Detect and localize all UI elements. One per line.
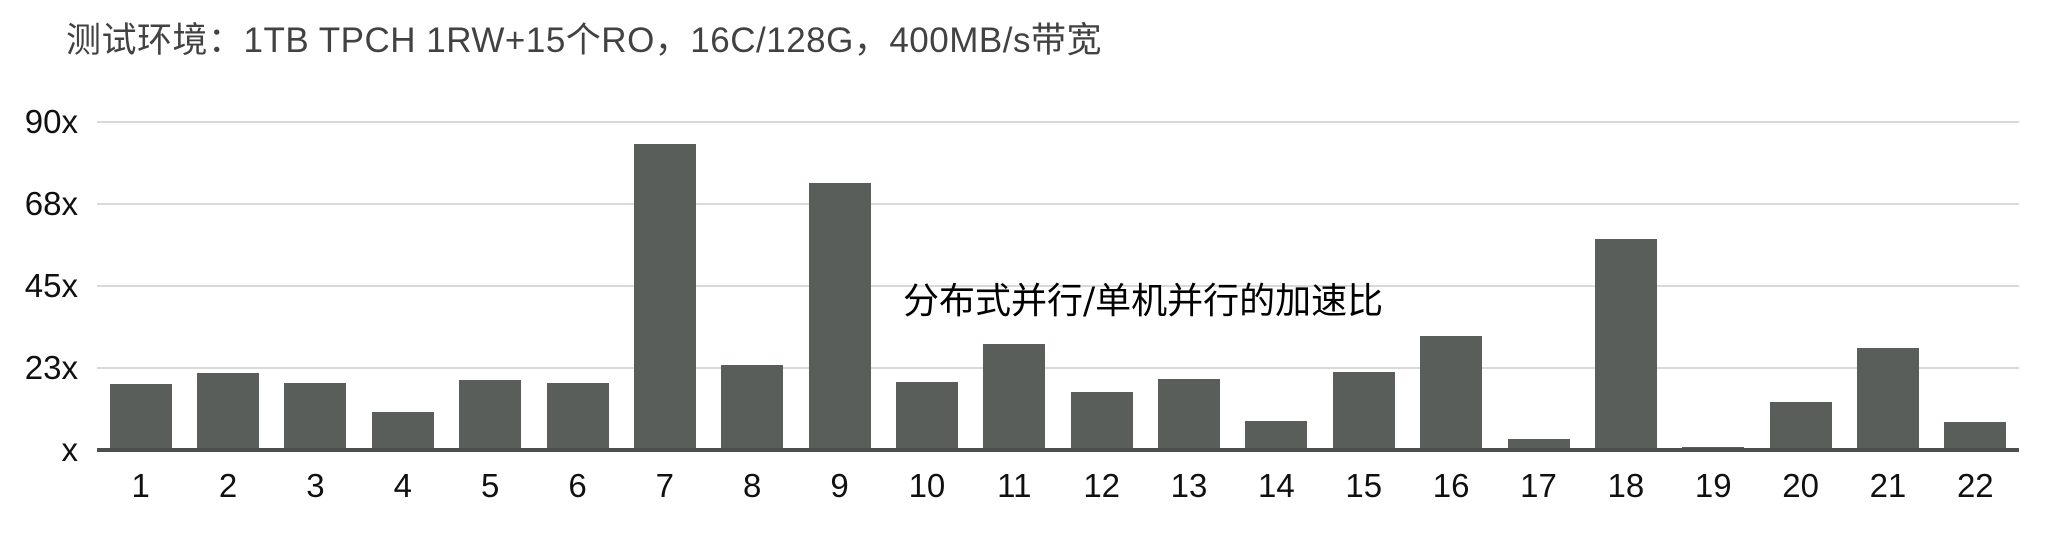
x-tick-label-18: 18 (1607, 467, 1645, 504)
y-tick-label: 23x (24, 349, 78, 386)
bar-q6 (546, 382, 609, 450)
x-tick-label-2: 2 (218, 467, 238, 504)
bar-q11 (983, 344, 1046, 450)
x-tick-label-5: 5 (480, 467, 500, 504)
x-tick-label-19: 19 (1694, 467, 1732, 504)
x-tick-label-10: 10 (908, 467, 946, 504)
bar-q1 (109, 384, 172, 450)
x-tick-label-7: 7 (655, 467, 675, 504)
x-tick-label-11: 11 (997, 467, 1032, 504)
x-tick-label-1: 1 (131, 467, 150, 504)
x-tick-label-14: 14 (1258, 467, 1295, 504)
x-tick-label-17: 17 (1520, 467, 1557, 504)
x-tick-label-3: 3 (306, 467, 325, 504)
bar-q15 (1332, 372, 1395, 450)
y-tick-label: 90x (24, 103, 78, 140)
bar-q2 (197, 373, 260, 450)
x-tick-label-6: 6 (568, 467, 587, 504)
bar-q8 (721, 365, 784, 450)
bar-q5 (459, 380, 522, 450)
gridline-90x (97, 121, 2019, 123)
bar-q9 (808, 182, 871, 450)
bar-q13 (1158, 379, 1221, 450)
x-tick-label-13: 13 (1170, 467, 1208, 504)
bar-q22 (1944, 422, 2007, 450)
plot-area: 分布式并行/单机并行的加速比 (97, 121, 2019, 452)
bar-q7 (633, 143, 696, 450)
x-tick-label-15: 15 (1345, 467, 1383, 504)
series-annotation: 分布式并行/单机并行的加速比 (903, 281, 1384, 322)
bar-q14 (1245, 420, 1308, 450)
x-tick-label-12: 12 (1083, 467, 1121, 504)
x-tick-label-4: 4 (393, 467, 412, 504)
x-tick-label-16: 16 (1432, 467, 1470, 504)
x-tick-label-21: 21 (1869, 467, 1907, 504)
gridline-23x (97, 367, 2019, 369)
gridline-68x (97, 203, 2019, 205)
bar-q16 (1420, 335, 1483, 450)
x-tick-label-22: 22 (1956, 467, 1994, 504)
bar-q21 (1856, 347, 1919, 450)
bar-q10 (895, 381, 958, 450)
bar-q17 (1507, 439, 1570, 450)
y-tick-label: 68x (24, 185, 78, 222)
bar-q20 (1769, 401, 1832, 450)
bar-q3 (284, 383, 347, 450)
x-tick-label-9: 9 (830, 467, 849, 504)
bar-q4 (371, 412, 434, 450)
x-tick-label-8: 8 (743, 467, 762, 504)
chart-title: 测试环境：1TB TPCH 1RW+15个RO，16C/128G，400MB/s… (66, 21, 1102, 60)
y-tick-label: x (61, 431, 79, 468)
bar-q12 (1070, 392, 1133, 450)
y-tick-label: 45x (24, 267, 78, 304)
x-tick-label-20: 20 (1782, 467, 1819, 504)
gridline-45x (97, 285, 2019, 287)
bar-q18 (1594, 238, 1657, 450)
x-axis-line (97, 448, 2019, 452)
